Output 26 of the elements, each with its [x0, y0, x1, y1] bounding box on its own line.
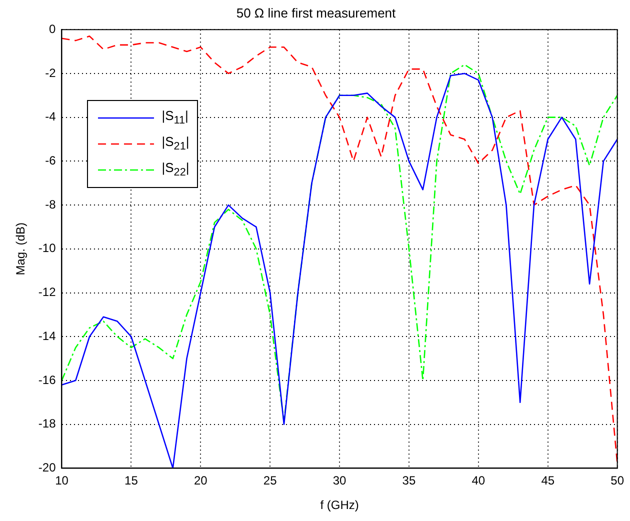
legend-label: |S$_{22}$|: [162, 160, 190, 179]
x-tick-label: 30: [332, 474, 347, 488]
x-tick-label: 35: [402, 474, 416, 488]
y-tick-label: 0: [49, 22, 56, 36]
legend-label: |S$_{11}$|: [162, 108, 188, 127]
x-tick-label: 45: [541, 474, 555, 488]
y-tick-label: -14: [38, 328, 56, 343]
x-tick-label: 40: [472, 474, 486, 488]
y-tick-label: -10: [38, 241, 56, 256]
y-tick-label: -8: [45, 197, 56, 212]
legend-label: |S$_{21}$|: [162, 134, 190, 153]
x-tick-label: 25: [263, 474, 278, 488]
y-tick-label: -12: [38, 285, 56, 300]
x-tick-label: 10: [55, 474, 69, 488]
x-tick-label: 50: [610, 474, 624, 488]
x-axis-title: f (GHz): [320, 498, 359, 512]
x-tick-label: 15: [124, 474, 138, 488]
y-tick-label: -16: [38, 372, 56, 387]
y-tick-label: -2: [45, 66, 56, 80]
chart-title: 50 Ω line first measurement: [236, 5, 396, 20]
y-axis-title: Mag. (dB): [14, 222, 28, 276]
y-tick-label: -18: [38, 416, 56, 431]
y-tick-label: -4: [45, 110, 56, 124]
y-tick-label: -6: [45, 153, 56, 168]
y-tick-label: -20: [38, 460, 56, 475]
x-tick-label: 20: [194, 474, 208, 488]
